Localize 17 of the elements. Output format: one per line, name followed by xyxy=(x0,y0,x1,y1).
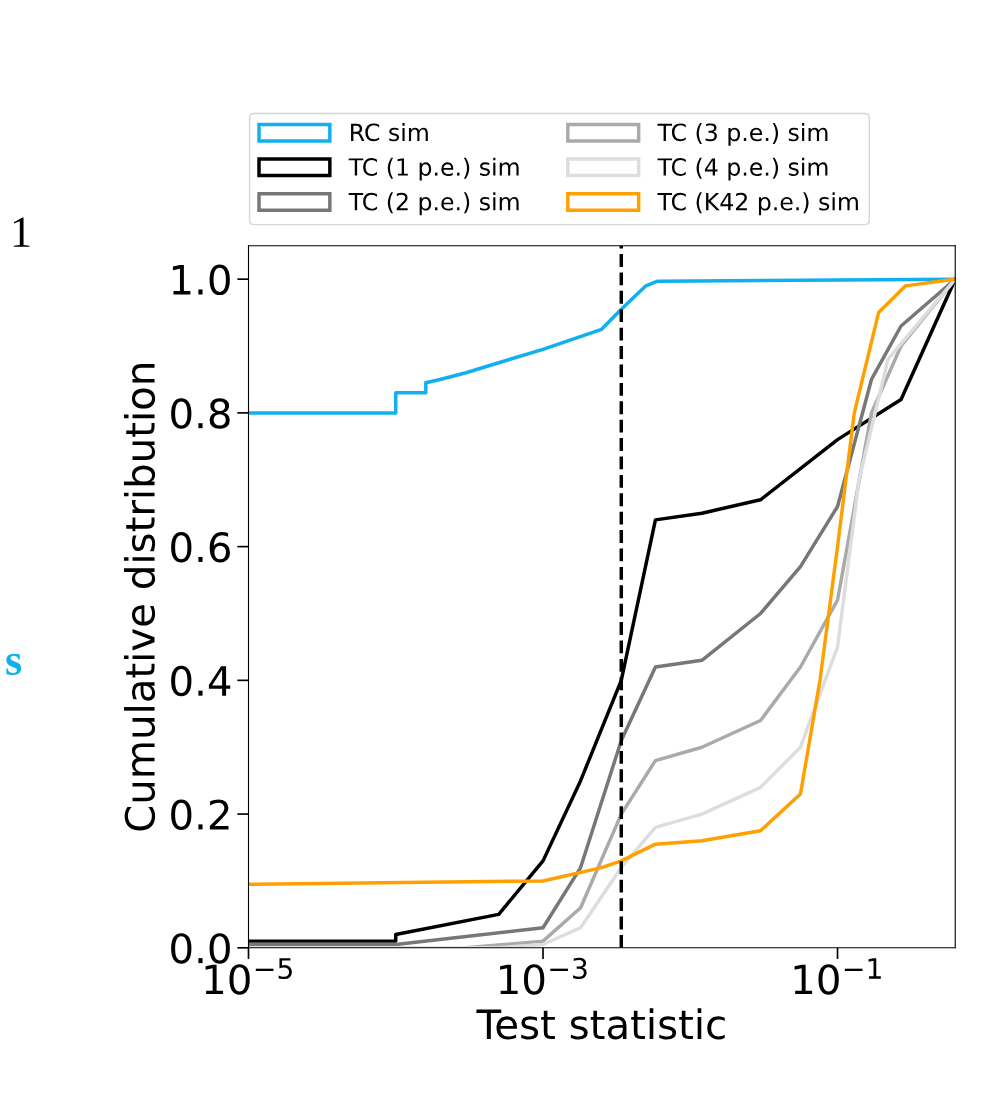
y-tick-label: 0.6 xyxy=(171,532,230,563)
text: s xyxy=(6,653,22,676)
x-tick-label: 10$^{−1}$ xyxy=(794,958,881,995)
y-tick-label: 0.8 xyxy=(171,398,230,429)
legend-label: RC sim xyxy=(351,122,428,142)
x-axis-title: Test statistic xyxy=(476,1008,725,1040)
text: 1 xyxy=(13,217,30,247)
legend-label: TC (3 p.e.) sim xyxy=(657,122,828,146)
legend-label: TC (4 p.e.) sim xyxy=(657,157,828,181)
x-tick-label: 10$^{−3}$ xyxy=(500,957,587,995)
y-tick-label: 1.0 xyxy=(172,264,230,296)
y-tick-label: 0.2 xyxy=(171,799,229,830)
y-tick-label: 0.4 xyxy=(171,665,231,697)
legend-label: TC (1 p.e.) sim xyxy=(348,157,519,181)
y-axis-title: Cumulative distribution xyxy=(123,364,156,831)
legend-label: TC (K42 p.e.) sim xyxy=(657,192,858,216)
legend-label: TC (2 p.e.) sim xyxy=(348,192,519,216)
